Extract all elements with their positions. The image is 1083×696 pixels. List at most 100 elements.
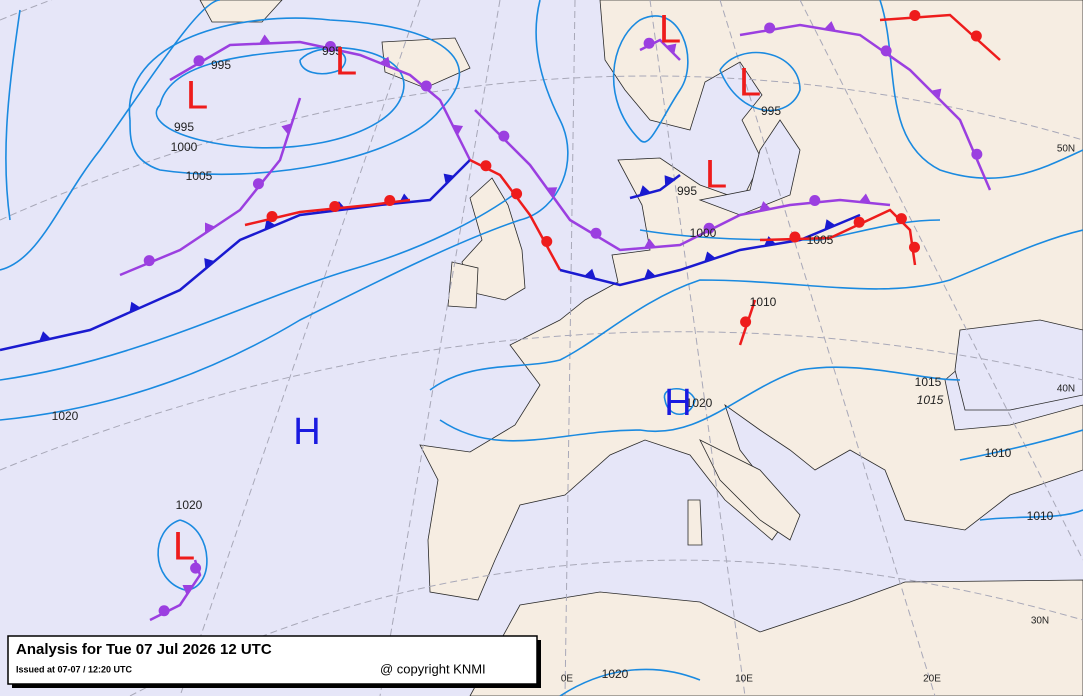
isobar-label: 1020 bbox=[52, 409, 79, 423]
fronts bbox=[0, 10, 1001, 622]
isobar bbox=[155, 46, 405, 149]
land bbox=[199, 0, 1083, 696]
isobar bbox=[429, 229, 1083, 391]
longitude-label: 20E bbox=[923, 674, 941, 685]
africa bbox=[469, 579, 1083, 696]
isobar bbox=[0, 0, 569, 421]
grid-line bbox=[379, 0, 501, 696]
front-semicircle bbox=[789, 231, 801, 243]
front-triangle bbox=[452, 124, 464, 136]
high-center: H bbox=[293, 411, 320, 453]
occ-front bbox=[474, 109, 891, 252]
front-semicircle bbox=[498, 130, 510, 142]
latitude-label: 30N bbox=[1031, 616, 1049, 627]
front-triangle bbox=[930, 88, 942, 100]
isobar bbox=[439, 366, 961, 442]
isobar-label: 995 bbox=[761, 104, 781, 118]
latitude-label: 50N bbox=[1057, 144, 1075, 155]
front-semicircle bbox=[511, 188, 523, 200]
front-triangle bbox=[204, 258, 215, 269]
isobar-label: 1015 bbox=[915, 375, 942, 389]
ireland bbox=[447, 261, 479, 309]
front-semicircle bbox=[703, 222, 715, 234]
grid-line bbox=[564, 0, 576, 696]
front-triangle bbox=[824, 21, 836, 31]
grid-line bbox=[649, 0, 746, 696]
front-triangle bbox=[824, 219, 836, 230]
isobar bbox=[559, 668, 701, 696]
front-semicircle bbox=[420, 80, 432, 92]
isobar-label: 1010 bbox=[750, 295, 777, 309]
front-semicircle bbox=[853, 216, 865, 228]
isobar-label: 1020 bbox=[176, 498, 203, 512]
high-center: H bbox=[664, 382, 691, 424]
front-semicircle bbox=[740, 316, 752, 328]
map-title: Analysis for Tue 07 Jul 2026 12 UTC bbox=[16, 641, 272, 658]
occ-front bbox=[169, 40, 472, 161]
black-sea bbox=[954, 319, 1083, 411]
front-triangle bbox=[259, 34, 271, 44]
front-semicircle bbox=[541, 236, 553, 248]
grid-line bbox=[719, 0, 936, 696]
front-semicircle bbox=[190, 562, 202, 574]
grid-line bbox=[0, 75, 1083, 221]
front-semicircle bbox=[908, 241, 920, 253]
isobar bbox=[128, 17, 461, 176]
isobar bbox=[299, 48, 347, 75]
isobar bbox=[959, 429, 1083, 461]
isobar-label: 995 bbox=[322, 44, 342, 58]
isobar-label: 995 bbox=[174, 120, 194, 134]
copyright: @ copyright KNMI bbox=[380, 661, 486, 676]
isobar-label: 995 bbox=[211, 58, 231, 72]
grid-line bbox=[799, 0, 1083, 561]
issued-time: Issued at 07-07 / 12:20 UTC bbox=[16, 664, 133, 674]
low-center: L bbox=[739, 61, 761, 105]
front-semicircle bbox=[266, 211, 278, 223]
isobar-label: 1020 bbox=[602, 667, 629, 681]
isobar-labels: 995 995 995 1000 1005 1020 1020 995 995 … bbox=[52, 44, 1054, 681]
isobar bbox=[719, 51, 801, 112]
low-center: L bbox=[335, 40, 357, 84]
isobar-label: 1005 bbox=[807, 233, 834, 247]
front-triangle bbox=[264, 219, 276, 230]
front-triangle bbox=[584, 268, 596, 279]
front-semicircle bbox=[764, 22, 776, 34]
occ-front bbox=[119, 97, 302, 277]
front-semicircle bbox=[809, 195, 821, 207]
grid-line bbox=[0, 331, 1083, 471]
warm-front bbox=[879, 13, 1001, 61]
front-semicircle bbox=[970, 30, 982, 42]
grid-line bbox=[179, 0, 421, 696]
isobar bbox=[612, 15, 689, 143]
front-triangle bbox=[182, 585, 194, 595]
low-center: L bbox=[173, 525, 195, 569]
front-semicircle bbox=[384, 195, 396, 207]
isobar-label: 1000 bbox=[171, 140, 198, 154]
front-semicircle bbox=[880, 45, 892, 57]
low-center: L bbox=[659, 8, 681, 52]
front-semicircle bbox=[909, 10, 921, 22]
europe bbox=[419, 0, 1083, 601]
isobar bbox=[0, 0, 221, 271]
front-semicircle bbox=[193, 55, 205, 67]
front-semicircle bbox=[480, 160, 492, 172]
title-box: Analysis for Tue 07 Jul 2026 12 UTC Issu… bbox=[7, 635, 541, 688]
isobar-label: 1015 bbox=[917, 393, 944, 407]
front-semicircle bbox=[143, 255, 155, 267]
baltic bbox=[698, 119, 801, 216]
italy bbox=[699, 439, 801, 541]
greenland bbox=[199, 0, 283, 23]
isobar-label: 1000 bbox=[690, 226, 717, 240]
front-semicircle bbox=[895, 213, 907, 225]
front-triangle bbox=[759, 201, 771, 212]
isobar-label: 1020 bbox=[686, 396, 713, 410]
front-semicircle bbox=[252, 178, 264, 190]
isobar bbox=[663, 387, 696, 416]
title-box-frame bbox=[7, 635, 538, 685]
front-triangle bbox=[379, 56, 391, 68]
front-triangle bbox=[665, 43, 677, 55]
